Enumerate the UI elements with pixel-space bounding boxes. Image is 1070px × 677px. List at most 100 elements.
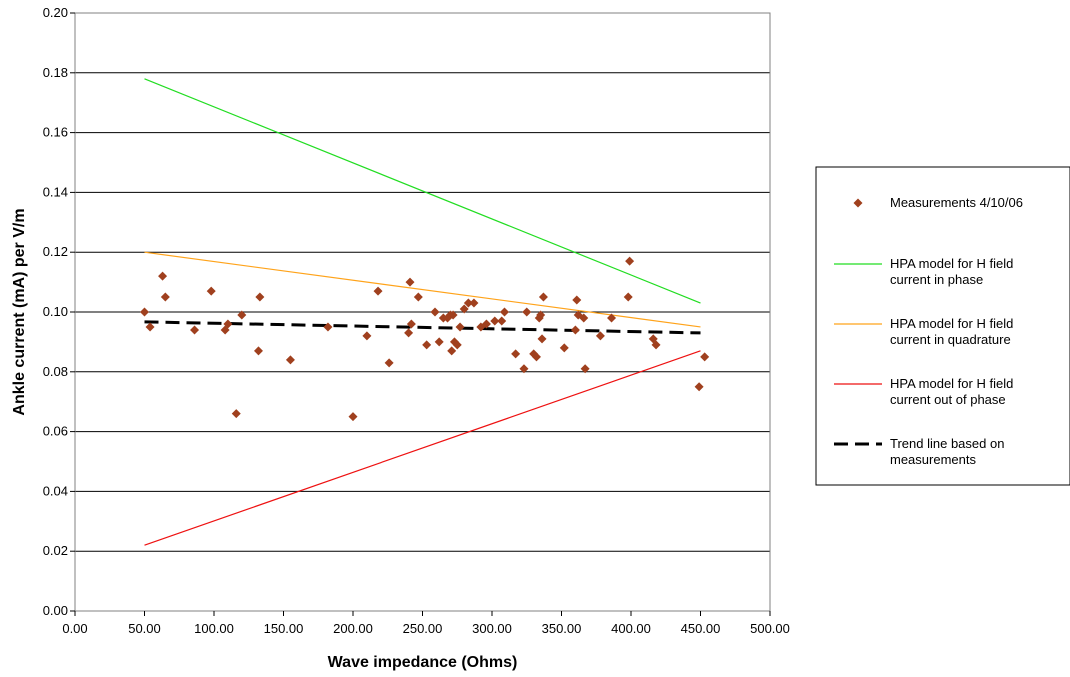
legend-label: Measurements 4/10/06 (890, 195, 1023, 210)
series-line (144, 78, 701, 304)
y-axis-ticks: 0.00 0.02 0.04 0.06 0.08 0.10 0.12 0.14 0.16 0.18… (43, 5, 75, 618)
y-tick-label: 0.08 (43, 364, 68, 379)
data-point (531, 352, 541, 362)
x-axis-title: Wave impedance (Ohms) (328, 654, 518, 671)
data-point (536, 310, 546, 320)
data-point (447, 346, 457, 356)
data-point (452, 340, 462, 350)
legend-label: measurements (890, 452, 976, 467)
data-point (285, 355, 295, 365)
data-point (434, 337, 444, 347)
data-point (694, 382, 704, 392)
legend: Measurements 4/10/06 HPA model for H fiel… (815, 166, 1070, 486)
data-point (511, 349, 521, 359)
data-point (237, 310, 247, 320)
y-tick-label: 0.16 (43, 125, 68, 140)
data-point (422, 340, 432, 350)
y-tick-label: 0.04 (43, 483, 68, 498)
x-tick-label: 50.00 (128, 621, 161, 636)
data-point (384, 358, 394, 368)
data-point (362, 331, 372, 341)
y-tick-label: 0.14 (43, 184, 68, 199)
data-point (255, 292, 265, 302)
data-point (223, 319, 233, 329)
x-tick-label: 500.00 (750, 621, 790, 636)
data-point (463, 298, 473, 308)
data-point (469, 298, 479, 308)
x-tick-label: 350.00 (542, 621, 582, 636)
data-point (700, 352, 710, 362)
data-point (497, 316, 507, 326)
data-point (623, 292, 633, 302)
legend-label: HPA model for H field (890, 256, 1013, 271)
data-point (595, 331, 605, 341)
x-tick-label: 100.00 (194, 621, 234, 636)
x-axis-ticks: 0.00 50.00 100.00 150.00 200.00 250.00 300.00 3… (62, 611, 790, 636)
x-tick-label: 250.00 (403, 621, 443, 636)
data-point (253, 346, 263, 356)
x-tick-label: 200.00 (333, 621, 373, 636)
data-point (519, 364, 529, 374)
legend-label: current out of phase (890, 392, 1006, 407)
y-tick-label: 0.10 (43, 304, 68, 319)
x-tick-label: 450.00 (681, 621, 721, 636)
y-tick-label: 0.18 (43, 65, 68, 80)
data-point (323, 322, 333, 332)
y-tick-label: 0.06 (43, 424, 68, 439)
data-point (206, 286, 216, 296)
y-tick-label: 0.12 (43, 244, 68, 259)
data-point (404, 328, 414, 338)
data-point (572, 295, 582, 305)
data-point (430, 307, 440, 317)
data-point (538, 292, 548, 302)
data-point (579, 313, 589, 323)
data-point (651, 340, 661, 350)
series-line (144, 251, 701, 328)
legend-box (815, 166, 1070, 486)
series-lines (144, 78, 701, 546)
grid-lines (75, 72, 770, 552)
legend-label: current in quadrature (890, 332, 1011, 347)
data-point (570, 325, 580, 335)
data-point (158, 271, 168, 281)
data-point (625, 256, 635, 266)
legend-label: HPA model for H field (890, 376, 1013, 391)
legend-label: current in phase (890, 272, 983, 287)
data-point (500, 307, 510, 317)
legend-symbol (853, 198, 863, 208)
legend-label: Trend line based on (890, 436, 1004, 451)
legend-label: HPA model for H field (890, 316, 1013, 331)
data-point (406, 319, 416, 329)
series-line (144, 350, 701, 546)
data-point (537, 334, 547, 344)
data-point (140, 307, 149, 317)
x-tick-label: 0.00 (62, 621, 87, 636)
data-point (459, 304, 469, 314)
y-tick-label: 0.00 (43, 603, 68, 618)
data-point (522, 307, 532, 317)
x-tick-label: 400.00 (611, 621, 651, 636)
measurement-points (140, 256, 710, 422)
data-point (455, 322, 465, 332)
x-tick-label: 300.00 (472, 621, 512, 636)
data-point (559, 343, 569, 353)
data-point (607, 313, 617, 323)
data-point (413, 292, 423, 302)
data-point (231, 409, 241, 419)
series-line (144, 320, 701, 335)
data-point (448, 310, 458, 320)
y-axis-title: Ankle current (mA) per V/m (11, 208, 28, 415)
data-point (490, 316, 500, 326)
data-point (405, 277, 415, 287)
data-point (348, 412, 358, 422)
data-point (190, 325, 200, 335)
x-tick-label: 150.00 (264, 621, 304, 636)
y-tick-label: 0.20 (43, 5, 68, 20)
data-point (160, 292, 170, 302)
data-point (373, 286, 383, 296)
y-tick-label: 0.02 (43, 543, 68, 558)
data-point (145, 322, 155, 332)
data-point (481, 319, 491, 329)
data-point (580, 364, 590, 374)
